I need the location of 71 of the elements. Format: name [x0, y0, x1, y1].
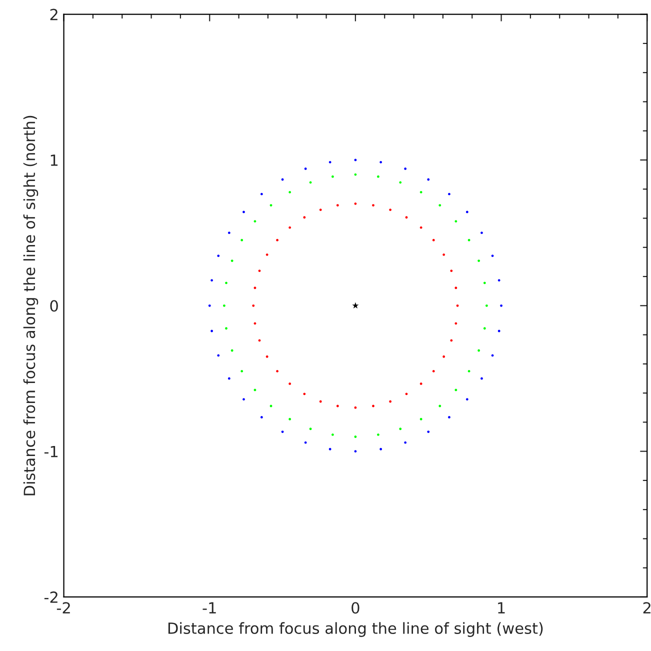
y-tick-label: -2	[44, 591, 58, 603]
point	[260, 192, 263, 196]
point	[210, 279, 214, 282]
point	[266, 355, 268, 358]
point	[432, 238, 435, 242]
x-axis-title: Distance from focus along the line of sight (west)	[168, 622, 543, 637]
point	[288, 418, 292, 420]
point	[208, 304, 211, 307]
point	[454, 220, 458, 223]
point	[380, 448, 382, 450]
point	[468, 370, 470, 372]
y-tick-label: -1	[44, 446, 58, 458]
point	[376, 433, 380, 436]
point	[450, 339, 453, 342]
point	[288, 190, 292, 194]
point	[427, 178, 430, 181]
point	[252, 304, 255, 307]
point	[228, 232, 230, 234]
point	[466, 210, 468, 214]
point	[456, 304, 459, 307]
point	[485, 304, 488, 307]
point	[399, 428, 402, 430]
point	[354, 406, 357, 409]
x-tick-label: 0	[352, 602, 360, 614]
point	[303, 216, 306, 219]
point	[420, 190, 422, 194]
point	[258, 270, 261, 272]
point	[438, 404, 442, 408]
point	[331, 175, 334, 178]
y-tick-label: 1	[50, 154, 58, 166]
point	[217, 354, 220, 357]
point	[376, 175, 380, 178]
point	[483, 282, 486, 284]
point	[319, 208, 322, 212]
point	[328, 448, 332, 450]
point	[432, 370, 435, 372]
point	[266, 253, 268, 256]
point	[309, 428, 312, 430]
y-tick-label: 2	[50, 8, 58, 20]
point	[354, 450, 357, 453]
point	[468, 238, 470, 242]
point	[328, 160, 332, 164]
x-tick-label: -1	[202, 602, 216, 614]
point	[303, 392, 306, 396]
point	[442, 253, 446, 256]
point	[405, 216, 408, 219]
point	[228, 377, 230, 380]
point	[217, 254, 220, 258]
point	[240, 238, 244, 242]
y-tick-label: 0	[50, 300, 58, 312]
x-tick-label: 2	[643, 602, 650, 614]
point	[498, 279, 500, 282]
point	[380, 160, 382, 164]
point	[254, 286, 256, 290]
point	[442, 355, 446, 358]
x-tick-label: 1	[498, 602, 505, 614]
point	[404, 441, 407, 444]
point	[240, 370, 244, 372]
point	[336, 404, 339, 408]
y-axis-title: Distance from focus along the line of sight (north)	[23, 116, 38, 496]
point	[331, 433, 334, 436]
point	[420, 418, 422, 420]
point	[399, 181, 402, 184]
point	[466, 398, 468, 401]
point	[483, 327, 486, 330]
point	[454, 286, 458, 290]
point	[450, 270, 453, 272]
point	[288, 226, 292, 229]
point	[454, 322, 458, 325]
point	[352, 302, 359, 308]
point	[354, 202, 357, 205]
